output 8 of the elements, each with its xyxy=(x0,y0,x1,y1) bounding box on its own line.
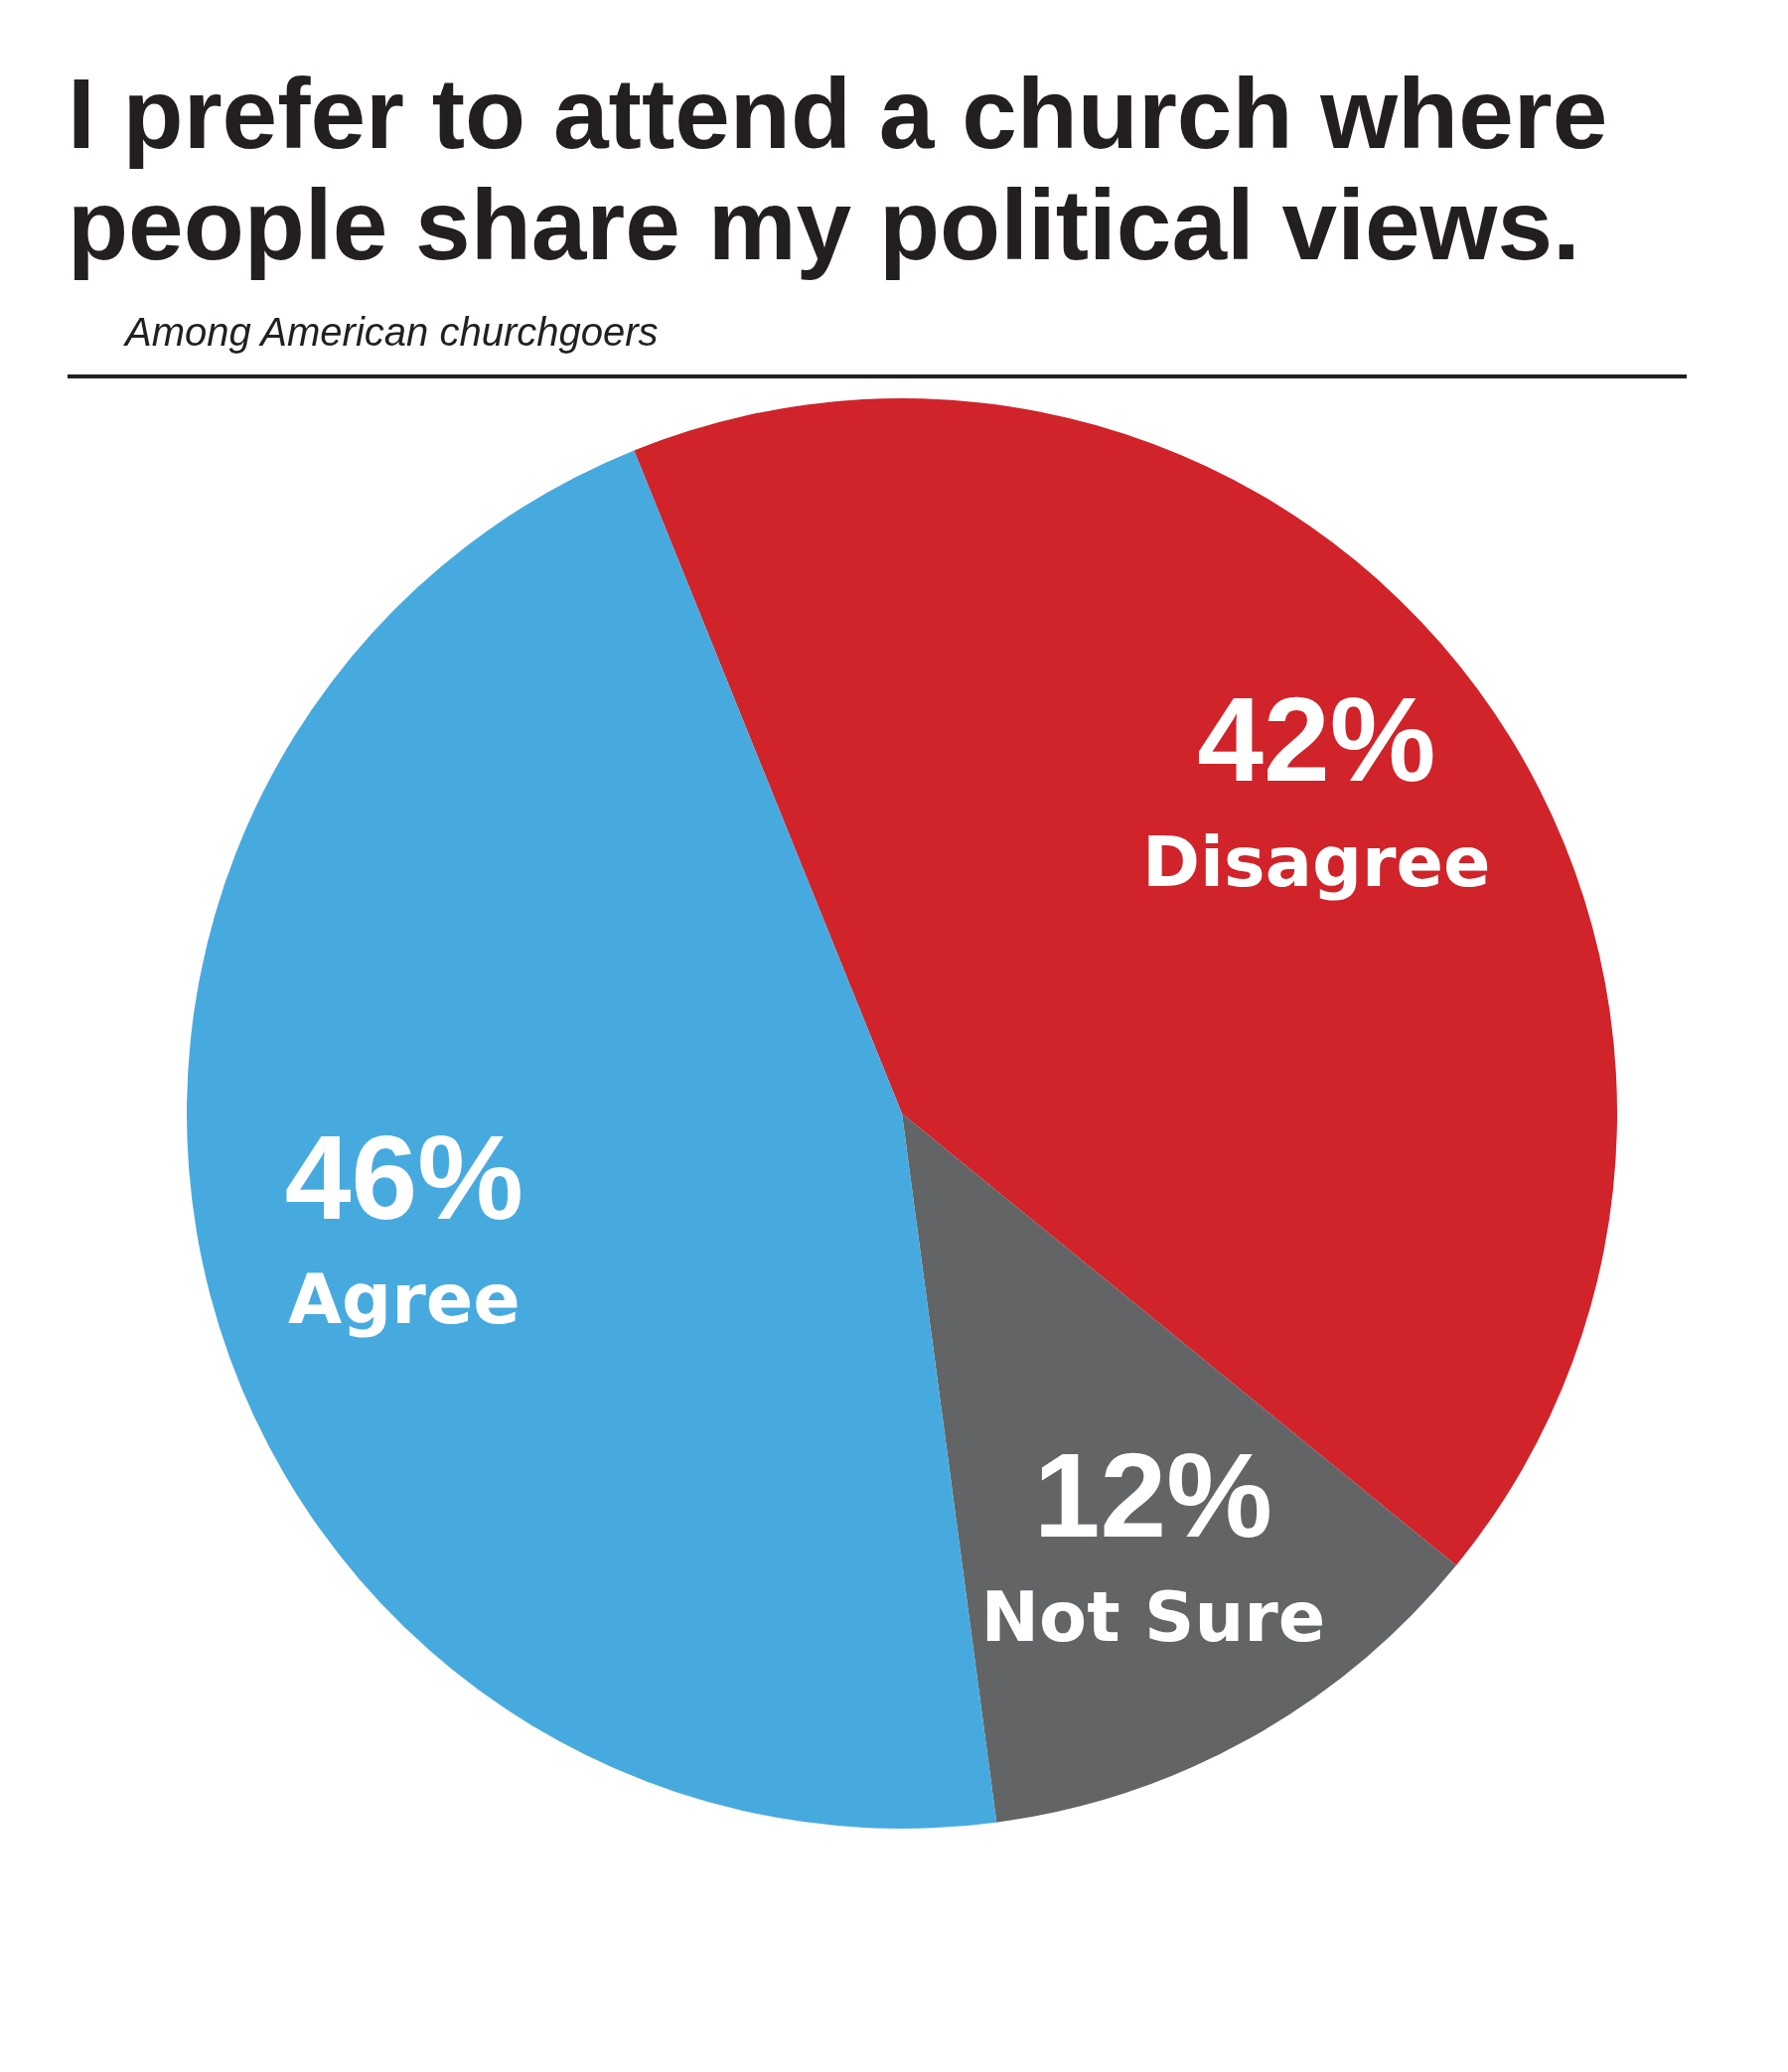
slice-label: Not Sure xyxy=(980,1575,1326,1658)
data-label: 46% xyxy=(284,1110,523,1244)
slice-label: Agree xyxy=(287,1258,521,1340)
chart-subtitle: Among American churchgoers xyxy=(122,309,660,356)
data-label: 42% xyxy=(1197,672,1436,807)
chart-title: I prefer to attend a church where people share my political views. xyxy=(67,57,1609,280)
data-label: 12% xyxy=(1033,1427,1272,1561)
slice-label: Disagree xyxy=(1141,820,1491,903)
